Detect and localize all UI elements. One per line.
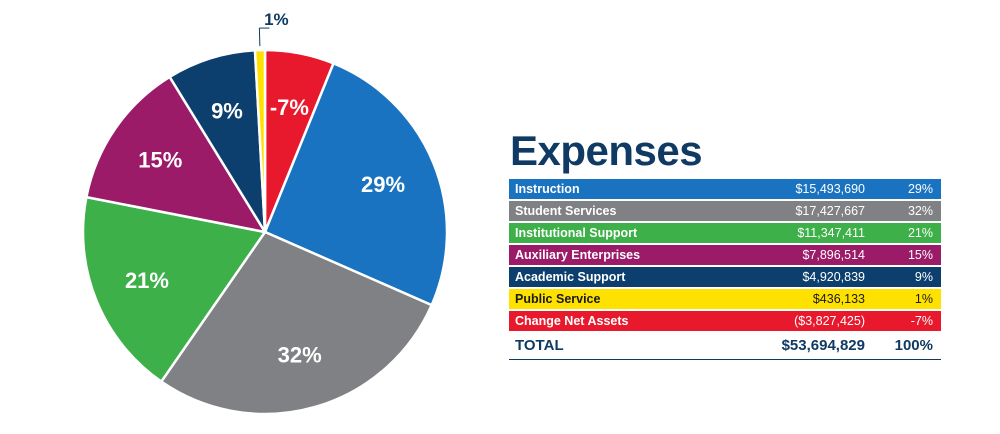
row-name: Change Net Assets [509, 310, 771, 333]
pie-slice-label: 1% [264, 10, 289, 29]
expenses-table-body: Instruction $15,493,690 29% Student Service… [509, 179, 941, 360]
row-amount: $436,133 [771, 288, 871, 311]
row-name: Instruction [509, 179, 771, 201]
row-percent: 32% [871, 200, 941, 223]
row-amount: $11,347,411 [771, 222, 871, 245]
pie-slice [253, 48, 267, 233]
pie-slice [81, 195, 268, 384]
row-amount: $7,896,514 [771, 244, 871, 267]
total-name: TOTAL [509, 332, 771, 360]
total-percent: 100% [871, 332, 941, 360]
row-percent: 9% [871, 266, 941, 289]
table-row: Academic Support $4,920,839 9% [509, 266, 941, 289]
row-name: Auxiliary Enterprises [509, 244, 771, 267]
row-amount: ($3,827,425) [771, 310, 871, 333]
table-row: Student Services $17,427,667 32% [509, 200, 941, 223]
pie-slice-label: 15% [138, 147, 182, 172]
row-percent: -7% [871, 310, 941, 333]
row-amount: $4,920,839 [771, 266, 871, 289]
table-row: Instruction $15,493,690 29% [509, 179, 941, 201]
row-amount: $17,427,667 [771, 200, 871, 223]
expense-pie-chart: -7% 29% 32% 21% 15% 9% 1% [81, 10, 449, 416]
table-row: Auxiliary Enterprises $7,896,514 15% [509, 244, 941, 267]
row-name: Academic Support [509, 266, 771, 289]
pie-slice-label: 29% [361, 172, 405, 197]
total-row: TOTAL $53,694,829 100% [509, 332, 941, 360]
expenses-table: Instruction $15,493,690 29% Student Service… [509, 179, 941, 360]
total-amount: $53,694,829 [771, 332, 871, 360]
pie-slice [159, 230, 434, 416]
row-name: Institutional Support [509, 222, 771, 245]
table-row: Institutional Support $11,347,411 21% [509, 222, 941, 245]
pie-chart-svg: -7% 29% 32% 21% 15% 9% 1% [81, 10, 449, 416]
row-amount: $15,493,690 [771, 179, 871, 201]
table-row: Change Net Assets ($3,827,425) -7% [509, 310, 941, 333]
row-name: Student Services [509, 200, 771, 223]
pie-slice [263, 61, 449, 307]
row-percent: 1% [871, 288, 941, 311]
row-percent: 15% [871, 244, 941, 267]
pie-slice-label: 9% [211, 98, 243, 123]
table-row: Public Service $436,133 1% [509, 288, 941, 311]
row-percent: 29% [871, 179, 941, 201]
row-percent: 21% [871, 222, 941, 245]
pie-slice [167, 48, 267, 233]
pie-slice [84, 75, 268, 234]
pie-slice-label: 32% [278, 343, 322, 368]
pie-slice-label: 21% [125, 268, 169, 293]
pie-slice-label: -7% [270, 95, 309, 120]
row-name: Public Service [509, 288, 771, 311]
expenses-title: Expenses [510, 127, 703, 174]
